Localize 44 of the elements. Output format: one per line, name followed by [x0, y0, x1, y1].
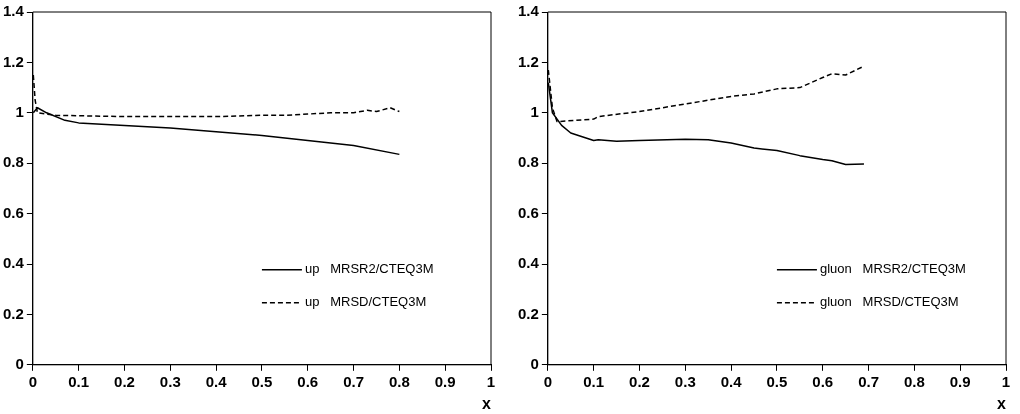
y-tick-label: 1 [15, 102, 24, 120]
y-tick-label: 1.2 [2, 52, 24, 70]
x-tick-label: 0.3 [674, 372, 696, 390]
y-tick-label: 0 [530, 354, 539, 372]
x-tick-label: 0.9 [949, 372, 971, 390]
x-tick-label: 0.2 [114, 372, 135, 390]
x-tick-label: 0.2 [629, 372, 650, 390]
legend-label: gluon MRSD/CTEQ3M [819, 294, 959, 310]
x-tick-label: 1 [1001, 372, 1011, 390]
y-tick-label: 1.4 [2, 2, 25, 20]
y-tick-label: 1 [530, 102, 539, 120]
y-tick-label: 1.4 [517, 2, 540, 20]
y-tick-label: 0.4 [2, 254, 25, 272]
x-tick-label: 0.1 [583, 372, 605, 390]
y-tick-label: 0.8 [2, 153, 24, 171]
y-tick-label: 0.2 [517, 304, 539, 322]
x-tick-label: 0.7 [858, 372, 879, 390]
x-tick-label: 0.5 [251, 372, 273, 390]
x-tick-label: 0.8 [903, 372, 925, 390]
x-tick-label: 0.4 [205, 372, 228, 390]
y-tick-label: 0.4 [517, 254, 540, 272]
x-tick-label: 0.8 [388, 372, 410, 390]
x-tick-label: 0.7 [343, 372, 364, 390]
x-tick-label: 0.9 [434, 372, 456, 390]
y-tick-label: 0.6 [517, 203, 539, 221]
x-tick-label: 0.6 [812, 372, 834, 390]
x-axis-title: x [997, 394, 1007, 412]
y-tick-label: 0.8 [517, 153, 539, 171]
y-tick-label: 1.2 [517, 52, 539, 70]
x-tick-label: 0 [543, 372, 553, 390]
x-tick-label: 0.6 [297, 372, 319, 390]
x-tick-label: 0 [28, 372, 38, 390]
x-tick-label: 0.5 [766, 372, 788, 390]
legend-label: gluon MRSR2/CTEQ3M [819, 261, 966, 277]
y-tick-label: 0.2 [2, 304, 24, 322]
legend-label: up MRSD/CTEQ3M [304, 294, 427, 310]
x-tick-label: 0.1 [68, 372, 90, 390]
x-tick-label: 0.3 [159, 372, 181, 390]
y-tick-label: 0.6 [2, 203, 24, 221]
x-tick-label: 0.4 [720, 372, 743, 390]
x-tick-label: 1 [486, 372, 496, 390]
y-tick-label: 0 [15, 354, 24, 372]
x-axis-title: x [482, 394, 492, 412]
legend-label: up MRSR2/CTEQ3M [304, 261, 434, 277]
